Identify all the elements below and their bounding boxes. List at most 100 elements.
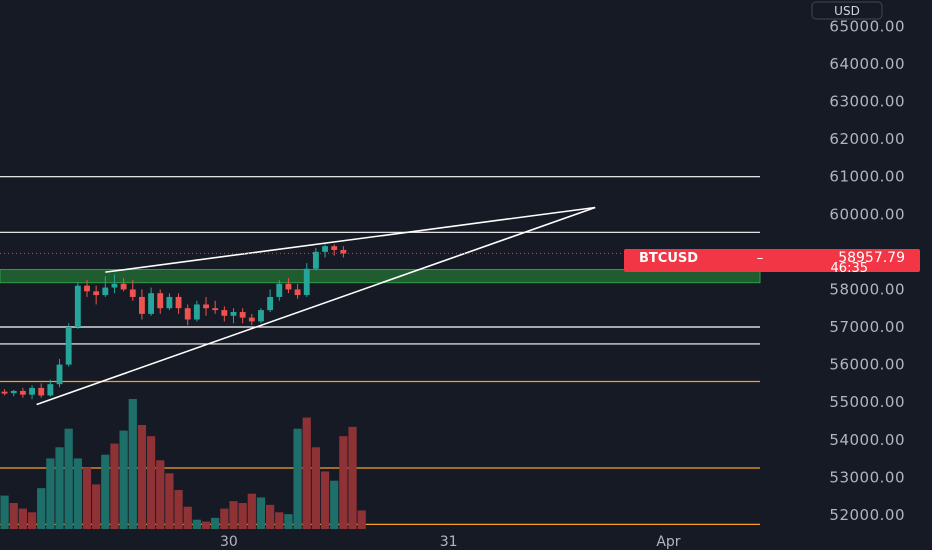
candle-body (203, 304, 209, 309)
volume-bar (266, 504, 275, 529)
trendline (105, 206, 596, 273)
price-tick-label: 53000.00 (829, 468, 905, 486)
volume-bar (110, 443, 119, 529)
volume-bar (357, 510, 366, 529)
volume-bar (247, 493, 256, 529)
volume-bar (46, 458, 55, 529)
volume-bar (348, 426, 357, 529)
tag-dash: – (757, 251, 764, 266)
candle-body (212, 308, 219, 311)
volume-bar (137, 425, 147, 529)
volume-bar (320, 471, 330, 529)
candle-body (65, 327, 72, 365)
trendlines (36, 206, 596, 406)
candle-body (258, 310, 264, 322)
volume-bars (0, 399, 366, 529)
currency-badge[interactable]: USD (811, 1, 883, 20)
last-price-value: 58957.79 (838, 250, 905, 266)
last-price-tag: BTCUSD – 58957.79 46:35 (624, 249, 920, 276)
volume-bar (128, 399, 137, 529)
candle-body (340, 249, 347, 254)
bar-countdown: 46:35 (831, 261, 868, 276)
volume-bar (330, 480, 339, 529)
volume-bar (82, 467, 92, 529)
candle-body (322, 246, 328, 252)
volume-bar (192, 519, 201, 529)
price-tick-label: 65000.00 (829, 17, 905, 35)
volume-bar (229, 501, 238, 529)
time-tick-label: Apr (656, 534, 680, 550)
volume-bar (101, 454, 110, 529)
candle-body (10, 390, 17, 394)
candle-body (74, 285, 81, 328)
volume-bar (73, 458, 82, 529)
price-tick-label: 64000.00 (829, 55, 905, 73)
price-axis: 52000.00 53000.00 54000.00 55000.00 56000.00… (829, 17, 905, 524)
price-tick-label: 61000.00 (829, 168, 905, 186)
volume-bar (55, 447, 64, 529)
volume-bar (256, 497, 266, 529)
price-tick-label: 52000.00 (829, 506, 905, 524)
volume-bar (37, 488, 46, 529)
price-tick-label: 54000.00 (829, 431, 905, 449)
candle-body (93, 291, 100, 296)
candle-body (102, 287, 109, 296)
volume-bar (146, 436, 156, 529)
candle-body (38, 387, 45, 396)
volume-bar (156, 460, 165, 529)
candle-body (221, 310, 228, 316)
volume-bar (220, 508, 229, 529)
price-tick-label: 57000.00 (829, 318, 905, 336)
trendline (36, 206, 596, 406)
time-tick-label: 31 (440, 534, 458, 550)
volume-bar (275, 512, 284, 529)
volume-bar (92, 484, 101, 529)
volume-bar (119, 430, 128, 529)
candle-body (239, 311, 246, 318)
price-tick-label: 55000.00 (829, 393, 905, 411)
candle-body (184, 308, 191, 320)
volume-bar (9, 503, 18, 529)
candle-body (303, 268, 310, 296)
volume-bar (0, 495, 9, 529)
candle-body (166, 296, 173, 309)
price-tick-label: 60000.00 (829, 205, 905, 223)
volume-bar (18, 508, 28, 529)
price-tick-label: 58000.00 (829, 280, 905, 298)
volume-bar (293, 428, 302, 529)
price-tick-label: 63000.00 (829, 92, 905, 110)
volume-bar (165, 473, 174, 529)
volume-bar (311, 447, 321, 529)
candle-body (47, 384, 54, 396)
time-axis: 30 31 Apr (220, 534, 681, 550)
candle-body (129, 289, 136, 297)
candle-body (138, 296, 145, 314)
candle-body (157, 293, 164, 309)
candle-body (193, 304, 200, 320)
candle-body (120, 283, 127, 290)
candle-body (285, 283, 292, 290)
time-tick-label: 30 (220, 534, 238, 550)
volume-bar (211, 517, 220, 529)
volume-bar (238, 503, 247, 529)
currency-label: USD (834, 4, 860, 18)
symbol-label: BTCUSD (639, 251, 698, 266)
volume-bar (201, 521, 211, 529)
candle-body (111, 283, 118, 288)
price-tick-label: 56000.00 (829, 356, 905, 374)
candle-body (148, 293, 155, 314)
candle-body (175, 296, 182, 309)
candle-body (56, 364, 63, 385)
candle-body (294, 289, 301, 296)
volume-bar (339, 436, 348, 529)
candle-body (312, 251, 319, 269)
candle-body (1, 391, 8, 394)
candlesticks (1, 244, 347, 400)
candle-body (230, 311, 237, 316)
candle-body (267, 296, 274, 311)
price-tick-label: 62000.00 (829, 130, 905, 148)
volume-bar (27, 512, 37, 529)
volume-bar (302, 417, 311, 529)
candle-body (276, 283, 283, 297)
